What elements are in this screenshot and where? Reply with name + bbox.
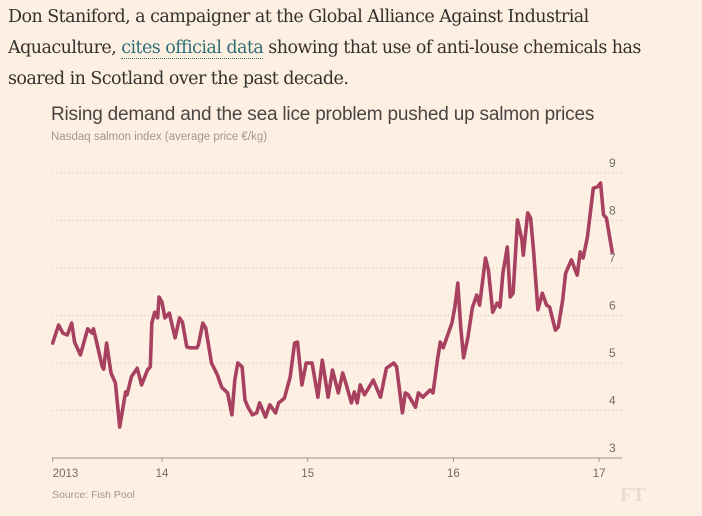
- cites-official-data-link[interactable]: cites official data: [121, 38, 264, 59]
- series-line-salmon-index: [50, 181, 615, 429]
- y-tick-label-4: 4: [609, 394, 616, 408]
- series-group: [50, 181, 615, 429]
- y-tick-label-5: 5: [609, 346, 616, 360]
- x-tick-label-16: 16: [447, 468, 460, 480]
- article-text-before: Don Staniford, a campaigner at the Globa…: [8, 7, 589, 58]
- gridlines: [52, 172, 622, 411]
- ft-logo: FT: [620, 484, 646, 506]
- x-tick-label-15: 15: [301, 468, 314, 480]
- y-tick-label-6: 6: [609, 299, 616, 313]
- article-paragraph: Don Staniford, a campaigner at the Globa…: [8, 2, 698, 95]
- x-tick-label-2013: 2013: [53, 468, 79, 480]
- y-tick-label-9: 9: [609, 156, 616, 170]
- chart-subtitle: Nasdaq salmon index (average price €/kg): [51, 131, 268, 143]
- y-tick-label-3: 3: [609, 441, 616, 455]
- x-axis: 2013 14 15 16 17: [52, 457, 622, 480]
- y-tick-label-8: 8: [609, 204, 616, 218]
- article-text-after: showing that use of anti-louse chemicals…: [8, 38, 641, 89]
- chart-title: Rising demand and the sea lice problem p…: [51, 104, 595, 125]
- x-tick-label-17: 17: [593, 468, 606, 480]
- x-tick-label-14: 14: [156, 468, 169, 480]
- y-tick-label-7: 7: [609, 251, 616, 265]
- chart-source: Source: Fish Pool: [52, 489, 135, 501]
- y-axis-ticks: 3 4 5 6 7 8 9: [609, 156, 616, 455]
